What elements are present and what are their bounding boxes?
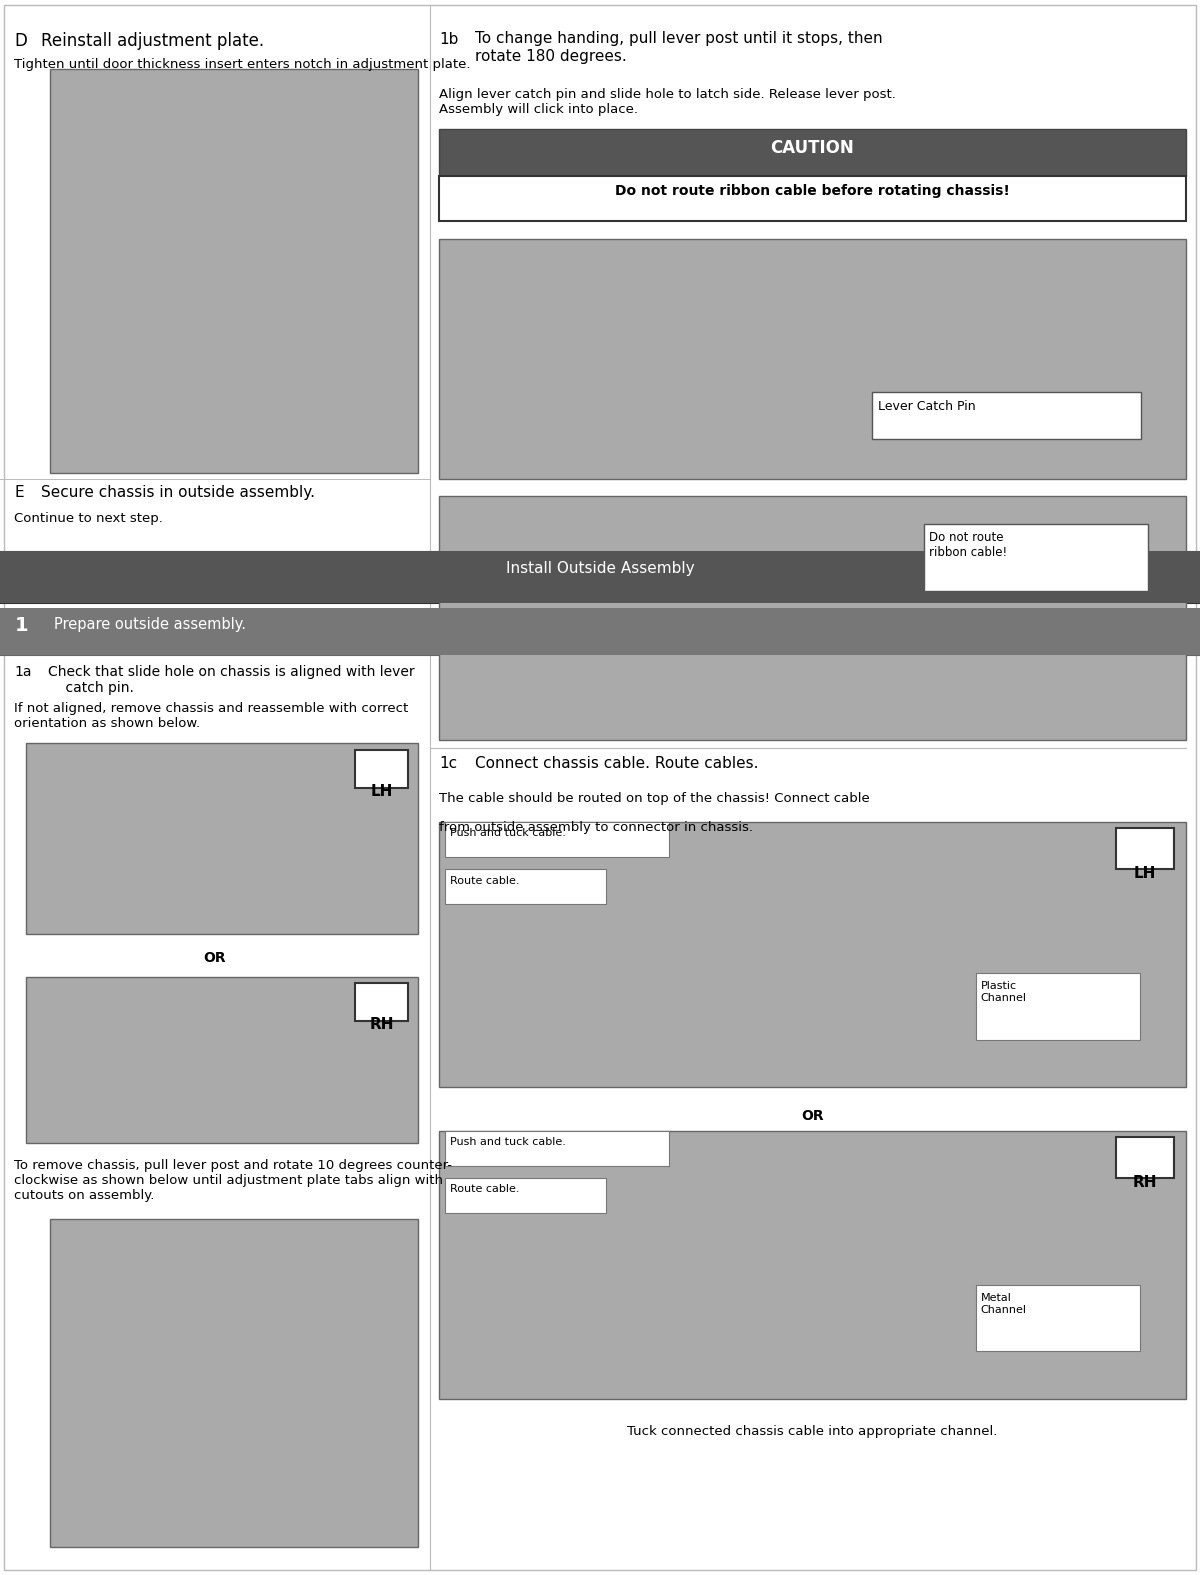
Text: D: D <box>14 32 28 49</box>
Text: Route cable.: Route cable. <box>450 1184 520 1194</box>
Bar <box>26 743 418 934</box>
Text: Do not route ribbon cable before rotating chassis!: Do not route ribbon cable before rotatin… <box>614 184 1010 198</box>
Bar <box>1116 828 1174 869</box>
Text: Push and tuck cable.: Push and tuck cable. <box>450 1137 566 1147</box>
Bar <box>50 1219 418 1547</box>
Text: Plastic
Channel: Plastic Channel <box>980 981 1026 1003</box>
Text: Connect chassis cable. Route cables.: Connect chassis cable. Route cables. <box>475 756 758 772</box>
Text: If not aligned, remove chassis and reassemble with correct
orientation as shown : If not aligned, remove chassis and reass… <box>14 702 409 731</box>
Text: LH: LH <box>1134 866 1156 882</box>
Text: Tuck connected chassis cable into appropriate channel.: Tuck connected chassis cable into approp… <box>628 1425 997 1438</box>
Bar <box>439 1131 1186 1399</box>
Text: Lever Catch Pin: Lever Catch Pin <box>878 400 976 413</box>
Text: 1a: 1a <box>14 665 32 679</box>
Bar <box>0 608 1200 655</box>
Text: 1c: 1c <box>439 756 457 772</box>
Text: Do not route
ribbon cable!: Do not route ribbon cable! <box>929 531 1007 559</box>
Text: Align lever catch pin and slide hole to latch side. Release lever post.
Assembly: Align lever catch pin and slide hole to … <box>439 88 896 117</box>
Bar <box>439 496 1186 740</box>
Bar <box>0 551 1200 603</box>
Bar <box>445 822 670 857</box>
Text: Tighten until door thickness insert enters notch in adjustment plate.: Tighten until door thickness insert ente… <box>14 58 470 71</box>
Text: OR: OR <box>204 951 226 965</box>
Text: RH: RH <box>1133 1175 1157 1191</box>
Bar <box>976 973 1140 1040</box>
Text: Route cable.: Route cable. <box>450 876 520 885</box>
Text: OR: OR <box>802 1109 823 1123</box>
Text: from outside assembly to connector in chassis.: from outside assembly to connector in ch… <box>439 821 754 833</box>
Bar <box>445 1131 670 1166</box>
Bar <box>924 524 1148 591</box>
Text: To remove chassis, pull lever post and rotate 10 degrees counter-
clockwise as s: To remove chassis, pull lever post and r… <box>14 1159 452 1202</box>
Text: 1b: 1b <box>439 32 458 47</box>
Bar <box>445 1178 606 1213</box>
Bar <box>355 750 408 788</box>
Bar <box>439 239 1186 479</box>
Text: Check that slide hole on chassis is aligned with lever
    catch pin.: Check that slide hole on chassis is alig… <box>48 665 415 695</box>
Text: Continue to next step.: Continue to next step. <box>14 512 163 524</box>
Text: The cable should be routed on top of the chassis! Connect cable: The cable should be routed on top of the… <box>439 792 870 805</box>
Text: Prepare outside assembly.: Prepare outside assembly. <box>54 617 246 633</box>
Text: 1: 1 <box>14 616 28 635</box>
Bar <box>445 869 606 904</box>
Bar <box>50 69 418 472</box>
Bar <box>872 392 1141 439</box>
Text: Push and tuck cable.: Push and tuck cable. <box>450 828 566 838</box>
Text: Secure chassis in outside assembly.: Secure chassis in outside assembly. <box>41 485 314 501</box>
Text: E: E <box>14 485 24 501</box>
Bar <box>355 983 408 1021</box>
Text: RH: RH <box>370 1017 394 1033</box>
Bar <box>1116 1137 1174 1178</box>
Text: To change handing, pull lever post until it stops, then
rotate 180 degrees.: To change handing, pull lever post until… <box>475 32 883 65</box>
Bar <box>439 129 1186 176</box>
Text: CAUTION: CAUTION <box>770 139 854 156</box>
Text: Reinstall adjustment plate.: Reinstall adjustment plate. <box>41 32 264 49</box>
Bar <box>439 176 1186 221</box>
Text: Install Outside Assembly: Install Outside Assembly <box>505 561 695 576</box>
Text: LH: LH <box>371 784 392 800</box>
Text: Metal
Channel: Metal Channel <box>980 1293 1026 1315</box>
Bar <box>26 976 418 1143</box>
Bar <box>439 822 1186 1087</box>
Bar <box>976 1285 1140 1351</box>
